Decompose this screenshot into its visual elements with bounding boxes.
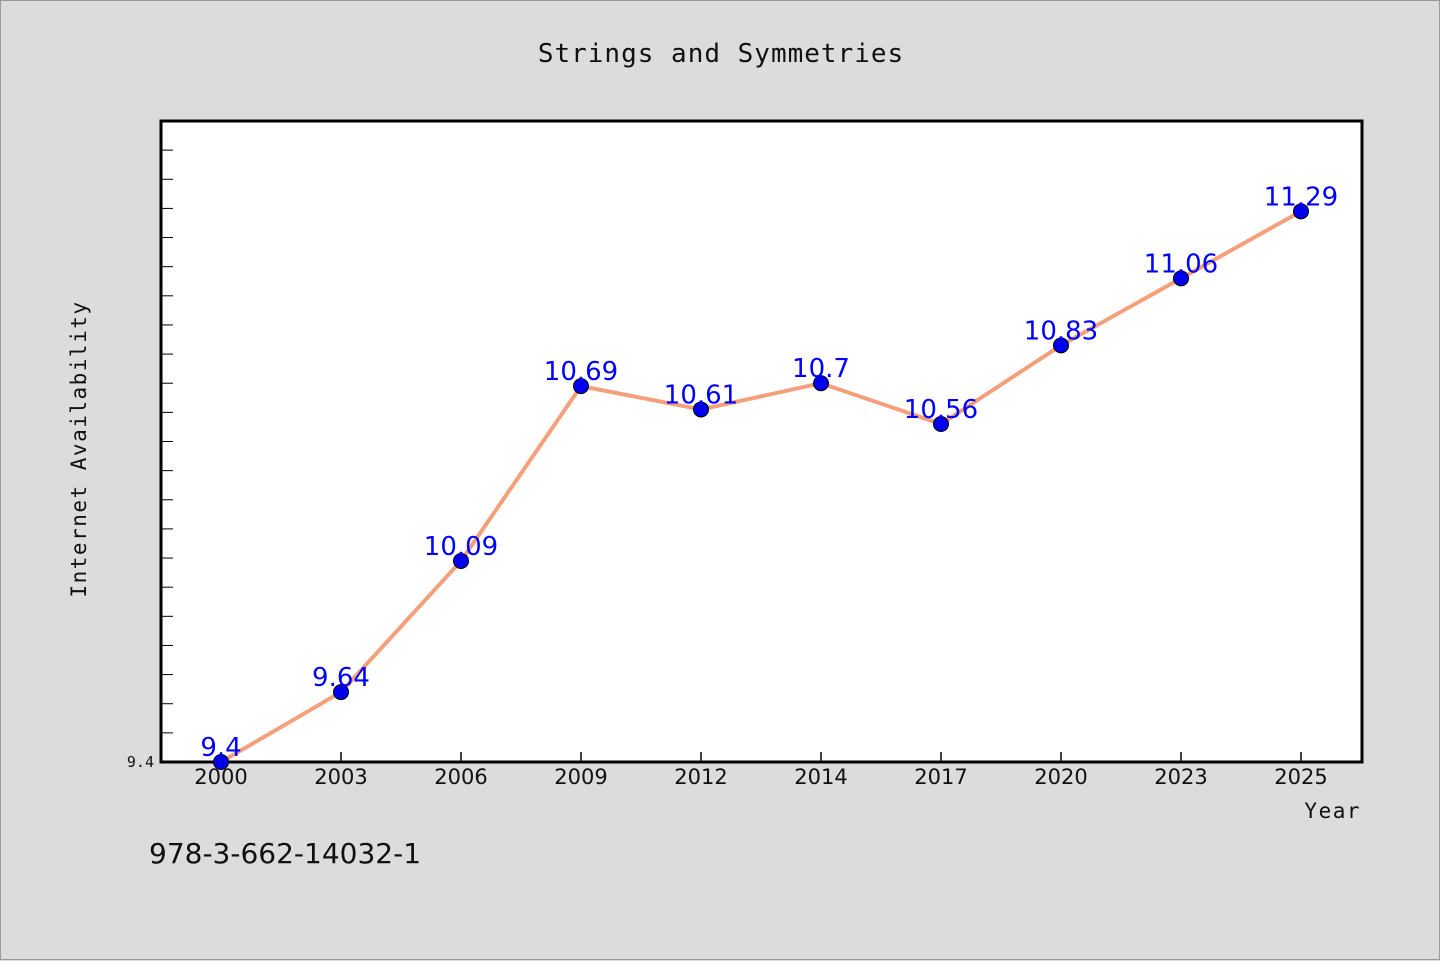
data-label: 11.06: [1144, 249, 1218, 279]
data-point: [453, 552, 469, 569]
data-point: [813, 375, 829, 392]
data-label: 10.61: [664, 380, 738, 410]
data-point: [573, 378, 589, 395]
plot-area: [159, 119, 1364, 764]
x-tick-label: 2012: [674, 765, 727, 789]
data-label: 9.64: [312, 663, 370, 693]
data-label: 11.29: [1264, 182, 1338, 212]
x-tick-label: 2006: [434, 765, 487, 789]
y-axis-label: Internet Availability: [67, 300, 91, 597]
x-tick-label: 2014: [794, 765, 847, 789]
data-labels: 9.4 9.64 10.09 10.69 10.61 10.7 10.56 10.83 11.0…: [200, 182, 1338, 763]
data-label: 9.4: [200, 733, 241, 763]
y-minor-ticks: [161, 149, 173, 734]
x-tick-label: 2025: [1274, 765, 1327, 789]
x-tick-label: 2017: [914, 765, 967, 789]
data-label: 10.7: [792, 354, 850, 384]
data-label: 10.56: [904, 395, 978, 425]
data-point: [693, 401, 709, 418]
isbn-text: 978-3-662-14032-1: [149, 837, 421, 870]
x-ticks: [220, 752, 1302, 762]
y-tick-labels: 9.4: [127, 753, 154, 771]
x-axis-label: Year: [1304, 799, 1361, 823]
x-tick-label: 2020: [1034, 765, 1087, 789]
data-label: 10.69: [544, 357, 618, 387]
x-tick-label: 2003: [314, 765, 367, 789]
data-point: [1053, 337, 1069, 354]
x-tick-label: 2023: [1154, 765, 1207, 789]
data-markers: [213, 203, 1309, 770]
data-point: [1293, 203, 1309, 220]
x-tick-label: 2009: [554, 765, 607, 789]
chart-title: Strings and Symmetries: [538, 39, 904, 69]
series-line: [219, 209, 1303, 764]
data-point: [333, 684, 349, 701]
data-label: 10.83: [1024, 316, 1098, 346]
series-lines: [219, 209, 1303, 764]
data-point: [933, 416, 949, 433]
data-label: 10.09: [424, 532, 498, 562]
x-tick-labels: 2000 2003 2006 2009 2012 2014 2017 2020 2023 2025: [194, 765, 1327, 789]
data-point: [213, 754, 229, 770]
y-tick-label: 9.4: [127, 753, 154, 771]
data-point: [1173, 270, 1189, 287]
